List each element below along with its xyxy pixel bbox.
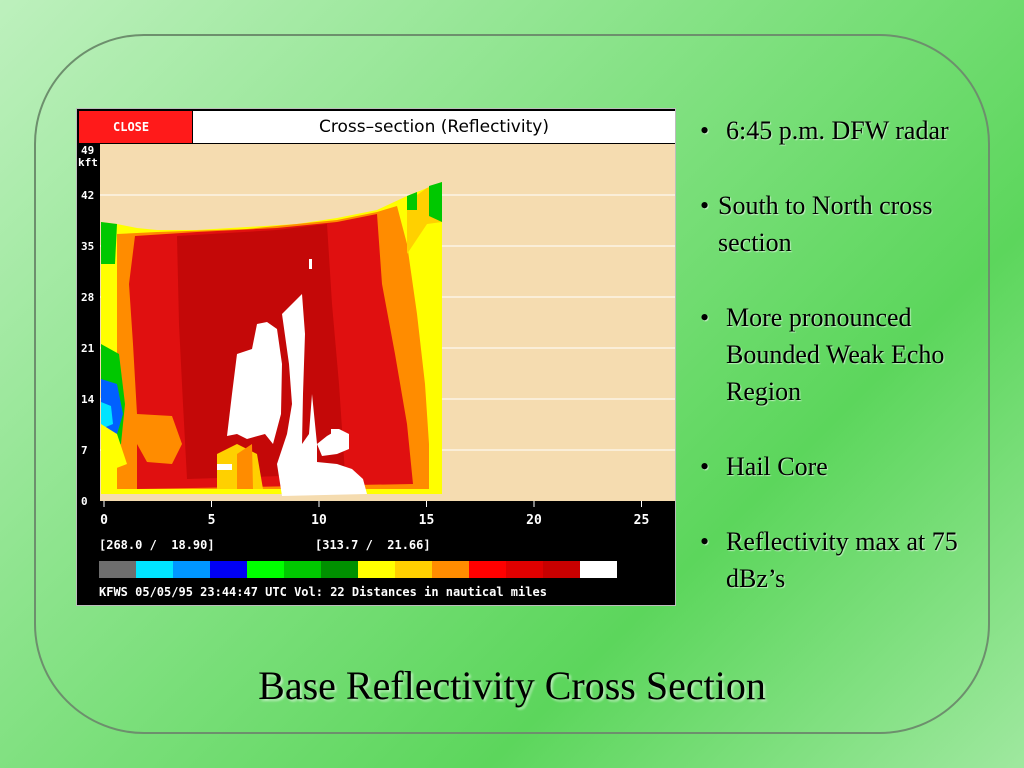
y-tick-label: 42 [81,189,94,202]
color-scale-swatch [247,561,284,578]
bullet-text: More pronounced Bounded Weak Echo Region [726,303,945,406]
y-tick-label: 14 [81,393,95,406]
color-scale-swatch [173,561,210,578]
coordinate-left: [268.0 / 18.90] [99,538,215,552]
y-tick-label: 21 [81,342,95,355]
x-tick-label: 0 [100,513,108,528]
color-scale-swatch [506,561,543,578]
bullet-dot-icon: • [700,116,710,145]
color-scale-swatch [210,561,247,578]
x-tick-label: 25 [634,513,650,528]
color-scale-swatch [395,561,432,578]
color-scale-swatch [580,561,617,578]
echo-region [101,182,442,496]
coordinate-right: [313.7 / 21.66] [315,538,431,552]
color-scale-swatch [469,561,506,578]
bullet-item: • Hail Core [700,448,1000,485]
bullet-dot-icon: • [700,303,710,332]
x-tick-label: 10 [311,513,327,528]
bullet-dot-icon: • [700,191,710,220]
x-tick-label: 20 [526,513,542,528]
bullet-item: • 6:45 p.m. DFW radar [700,112,1000,149]
bullet-item: • More pronounced Bounded Weak Echo Regi… [700,299,1000,410]
slide-title: Base Reflectivity Cross Section [258,663,766,708]
window-title: Cross–section (Reflectivity) [193,111,675,143]
y-tick-label: 7 [81,444,88,457]
bullet-dot-icon: • [700,527,710,556]
bullet-dot-icon: • [700,452,710,481]
bullet-text: 6:45 p.m. DFW radar [726,116,949,145]
color-scale-swatch [432,561,469,578]
color-scale-swatch [543,561,580,578]
reflectivity-color-scale [99,561,617,578]
color-scale-swatch [284,561,321,578]
slide-frame [34,34,990,734]
color-scale-swatch [136,561,173,578]
radar-cross-section-window: CLOSE Cross–section (Reflectivity) 49 kf… [76,108,676,606]
color-scale-swatch [358,561,395,578]
bullet-list: • 6:45 p.m. DFW radar • South to North c… [700,112,1000,635]
status-line: KFWS 05/05/95 23:44:47 UTC Vol: 22 Dista… [99,585,547,599]
y-tick-label: 28 [81,291,94,304]
reflectivity-plot: 49 kft 42 35 28 21 14 7 0 [78,144,675,528]
y-tick-label: 0 [81,495,88,508]
y-axis-top-label: 49 [81,144,94,157]
x-tick-label: 15 [419,513,435,528]
y-axis-unit: kft [78,156,98,169]
window-title-text: Cross–section (Reflectivity) [319,117,549,137]
color-scale-swatch [99,561,136,578]
bullet-item: • South to North cross section [700,187,1000,261]
x-tick-label: 5 [208,513,216,528]
bullet-text: Hail Core [726,452,828,481]
bullet-item: • Reflectivity max at 75 dBz’s [700,523,1000,597]
bullet-text: Reflectivity max at 75 dBz’s [726,527,958,593]
y-tick-label: 35 [81,240,94,253]
close-button[interactable]: CLOSE [79,111,192,143]
bullet-text: South to North cross section [718,191,933,257]
color-scale-swatch [321,561,358,578]
